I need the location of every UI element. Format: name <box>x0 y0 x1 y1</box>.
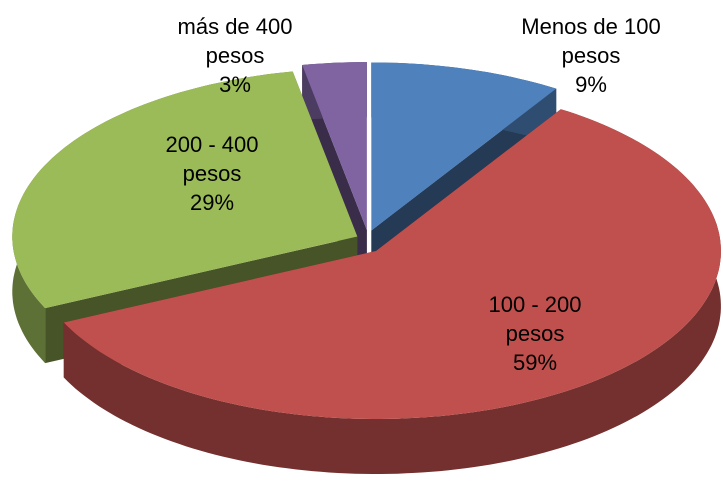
slice-value-label: 29% <box>189 190 235 215</box>
slice-value-label: 3% <box>219 72 251 97</box>
slice-label: 100 - 200 pesos <box>488 292 582 346</box>
slice-value-label: 59% <box>512 350 558 375</box>
slice-label: 200 - 400 pesos <box>165 132 259 186</box>
slice <box>302 62 367 231</box>
slice-value-label: 9% <box>575 72 607 97</box>
slice-label: Menos de 100 pesos <box>521 14 661 68</box>
slice <box>371 62 557 231</box>
slice <box>63 109 721 419</box>
slice <box>12 71 358 309</box>
slice-label: más de 400 pesos <box>177 14 293 68</box>
